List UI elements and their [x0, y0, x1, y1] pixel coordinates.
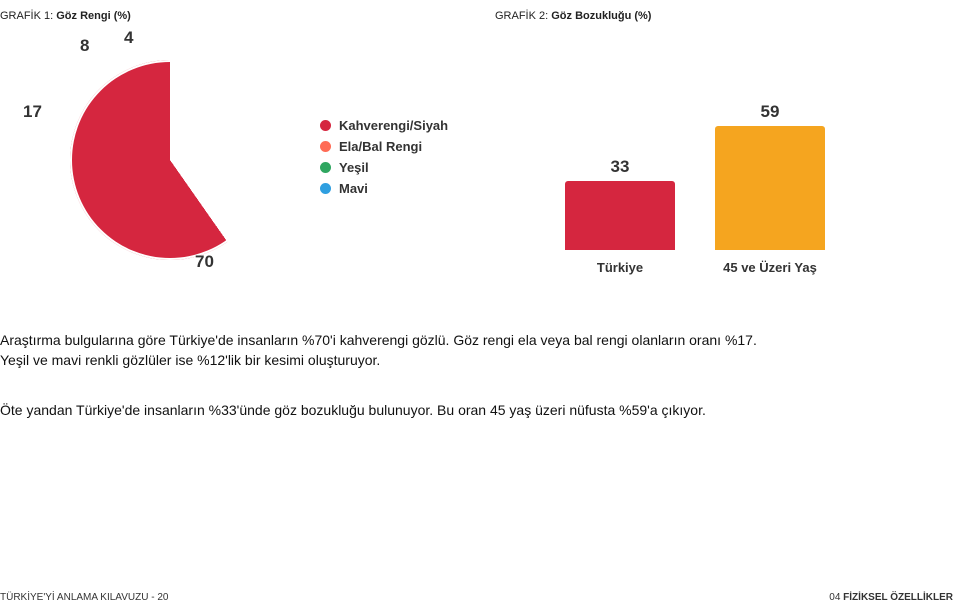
chart1-title-bold: Göz Rengi (%): [56, 10, 131, 22]
legend-label: Kahverengi/Siyah: [339, 118, 448, 133]
legend-item: Kahverengi/Siyah: [320, 118, 448, 133]
legend-item: Ela/Bal Rengi: [320, 139, 448, 154]
footer-right: 04 FİZİKSEL ÖZELLİKLER: [829, 592, 953, 603]
footer-left: TÜRKİYE'Yİ ANLAMA KILAVUZU - 20: [0, 592, 168, 603]
legend-dot: [320, 120, 331, 131]
pie-disc: [70, 60, 270, 260]
chart2-title: GRAFİK 2: Göz Bozukluğu (%): [495, 10, 651, 22]
chart2-title-bold: Göz Bozukluğu (%): [551, 10, 651, 22]
pie-value-70: 70: [195, 252, 214, 272]
legend-item: Mavi: [320, 181, 448, 196]
pie-value-17: 17: [23, 102, 42, 122]
bar-category: 45 ve Üzeri Yaş: [705, 260, 835, 275]
bar: [715, 126, 825, 250]
pie-value-8: 8: [80, 36, 89, 56]
chart2-title-prefix: GRAFİK 2:: [495, 10, 551, 22]
legend-item: Yeşil: [320, 160, 448, 175]
paragraph-1: Araştırma bulgularına göre Türkiye'de in…: [0, 330, 760, 371]
pie-chart: [70, 60, 270, 260]
chart1-title: GRAFİK 1: Göz Rengi (%): [0, 10, 131, 22]
legend-label: Ela/Bal Rengi: [339, 139, 422, 154]
pie-value-4: 4: [124, 28, 133, 48]
chart1-title-prefix: GRAFİK 1:: [0, 10, 56, 22]
legend-label: Mavi: [339, 181, 368, 196]
bar: [565, 181, 675, 250]
legend-dot: [320, 141, 331, 152]
paragraph-2: Öte yandan Türkiye'de insanların %33'ünd…: [0, 400, 706, 420]
legend-label: Yeşil: [339, 160, 369, 175]
pie-legend: Kahverengi/Siyah Ela/Bal Rengi Yeşil Mavi: [320, 118, 448, 202]
bar-value: 59: [715, 102, 825, 122]
bar-chart: 33 Türkiye 59 45 ve Üzeri Yaş: [545, 40, 875, 290]
legend-dot: [320, 183, 331, 194]
bar-value: 33: [565, 157, 675, 177]
footer-right-bold: FİZİKSEL ÖZELLİKLER: [843, 592, 953, 603]
legend-dot: [320, 162, 331, 173]
bar-category: Türkiye: [555, 260, 685, 275]
footer-right-prefix: 04: [829, 592, 843, 603]
